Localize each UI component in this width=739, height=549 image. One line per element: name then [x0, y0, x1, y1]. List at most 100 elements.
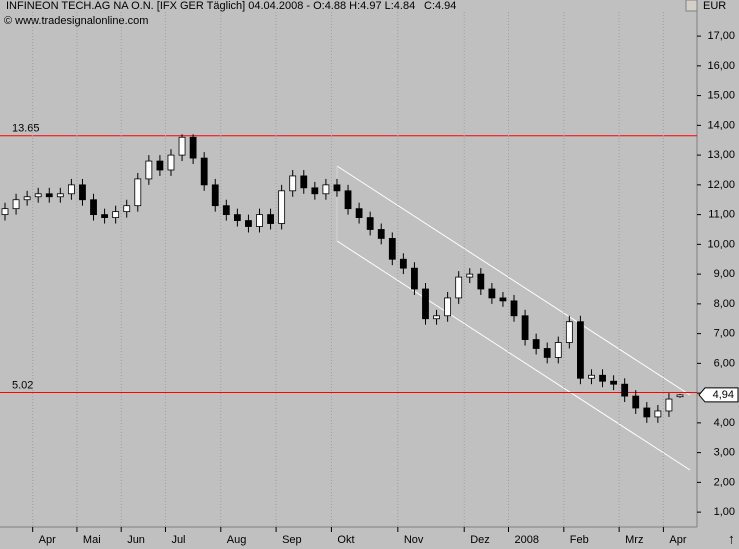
copyright: © www.tradesignalonline.com	[4, 15, 148, 27]
candle-body	[245, 220, 252, 227]
candle-body	[455, 276, 463, 299]
candle-body	[222, 205, 230, 216]
x-tick-label: Apr	[39, 534, 56, 546]
candle-body	[1, 208, 9, 216]
candle-body	[300, 175, 308, 189]
candle-body	[433, 315, 440, 320]
candle-body	[477, 273, 485, 290]
candle-body	[123, 205, 131, 213]
last-price-marker	[698, 387, 739, 403]
x-tick-label: Aug	[227, 534, 247, 546]
y-tick-label: 15,00	[707, 90, 735, 102]
y-tick-label: 17,00	[707, 30, 735, 42]
horizontal-line-label: 5.02	[12, 379, 33, 391]
y-tick-label: 4,00	[714, 417, 735, 429]
x-tick-label: Jun	[127, 534, 145, 546]
candle-body	[90, 199, 97, 216]
y-tick-label: 1,00	[714, 506, 735, 518]
candle-body	[377, 229, 385, 239]
candle-body	[79, 184, 86, 201]
candle-body	[355, 208, 363, 218]
candle-body	[411, 267, 418, 290]
x-tick-label: Mrz	[625, 534, 643, 546]
y-tick-label: 11,00	[708, 209, 735, 221]
candle-body	[665, 398, 673, 412]
candle-body	[134, 178, 142, 207]
candle-body	[388, 238, 396, 260]
candle-body	[233, 214, 241, 221]
candle-body	[654, 410, 662, 418]
y-tick-label: 2,00	[714, 476, 735, 488]
channel-line	[336, 165, 691, 396]
arrow-icon: ↑	[728, 531, 735, 547]
candle-body	[67, 184, 75, 195]
candle-body	[599, 374, 606, 382]
candle-body	[565, 321, 573, 343]
x-tick-label: 2008	[514, 534, 538, 546]
x-tick-label: Apr	[669, 534, 686, 546]
y-tick-label: 9,00	[714, 268, 735, 280]
candle-body	[145, 160, 153, 180]
close-label: C:4.94	[424, 0, 456, 12]
candle-body	[488, 288, 496, 299]
chart-title: INFINEON TECH.AG NA O.N. [IFX GER Täglic…	[6, 0, 415, 12]
y-tick-label: 7,00	[714, 328, 735, 340]
close-button[interactable]	[685, 0, 698, 12]
x-tick-label: Dez	[470, 534, 490, 546]
candle-body	[56, 193, 64, 198]
candle-body	[554, 342, 562, 358]
horizontal-line-label: 13.65	[12, 123, 40, 135]
candle-body	[632, 395, 640, 409]
y-tick-label: 16,00	[707, 60, 735, 72]
y-tick-label: 12,00	[707, 179, 735, 191]
candle-body	[344, 190, 352, 210]
candle-body	[621, 383, 629, 397]
x-tick-label: Mai	[83, 534, 101, 546]
candle-body	[577, 321, 584, 379]
candle-body	[12, 199, 20, 210]
y-tick-label: 10,00	[707, 238, 735, 250]
candle-body	[200, 157, 208, 186]
candle-body	[45, 193, 53, 198]
channel-line	[336, 240, 691, 471]
candle-body	[278, 190, 286, 224]
candle-body	[256, 214, 263, 227]
candle-body	[466, 273, 474, 278]
last-price-label: 4,94	[713, 389, 734, 401]
candle-body	[167, 154, 175, 171]
x-tick-label: Feb	[570, 534, 589, 546]
y-tick-label: 14,00	[707, 119, 735, 131]
candle-body	[676, 394, 684, 398]
candle-body	[333, 184, 341, 192]
x-tick-label: Sep	[282, 534, 302, 546]
candle-body	[643, 407, 651, 418]
x-tick-label: Jul	[171, 534, 185, 546]
y-tick-label: 8,00	[714, 298, 735, 310]
candle-body	[366, 217, 374, 230]
candle-body	[267, 214, 274, 224]
unit-label: EUR	[703, 0, 726, 12]
x-tick-label: Okt	[337, 534, 354, 546]
candle-body	[211, 184, 219, 207]
candle-body	[399, 258, 407, 269]
candle-body	[101, 214, 108, 218]
candle-body	[189, 136, 197, 159]
candle-body	[34, 193, 42, 198]
candle-body	[311, 187, 319, 195]
candle-body	[322, 184, 330, 195]
y-tick-label: 3,00	[714, 447, 735, 459]
candle-body	[289, 175, 297, 192]
candle-body	[23, 196, 31, 201]
candle-body	[156, 160, 164, 171]
candle-body	[510, 300, 518, 317]
y-tick-label: 13,00	[707, 149, 735, 161]
candle-body	[521, 315, 529, 340]
y-tick-label: 6,00	[714, 357, 735, 369]
candle-body	[422, 288, 429, 320]
candle-body	[444, 297, 452, 317]
candle-body	[532, 339, 540, 349]
candle-body	[543, 348, 551, 358]
candle-body	[610, 380, 618, 385]
